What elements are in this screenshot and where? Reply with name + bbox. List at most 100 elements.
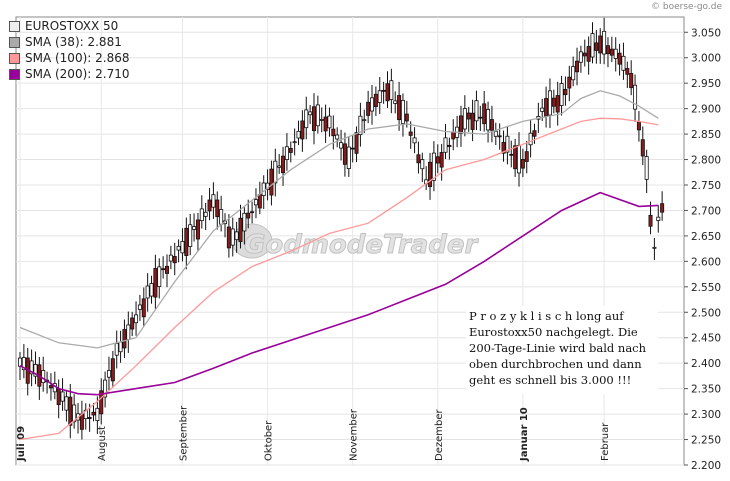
candle-body	[269, 168, 274, 196]
candle-body	[578, 51, 583, 63]
candle-body	[118, 341, 123, 353]
y-tick-label: 2.850	[691, 129, 721, 141]
line-sma-38	[19, 90, 659, 349]
candle-body	[281, 155, 286, 174]
candle-body	[381, 89, 386, 92]
candle-body	[288, 148, 293, 153]
candle-body	[366, 101, 371, 116]
candle-body	[211, 194, 216, 208]
candle-body	[253, 199, 258, 206]
candle-body	[215, 199, 220, 218]
candle-body	[195, 219, 200, 240]
candle-body	[358, 115, 363, 136]
candle-body	[134, 314, 139, 324]
y-tick-label: 2.600	[691, 256, 721, 268]
candle-body	[520, 159, 525, 169]
candle-body	[648, 214, 653, 227]
candle-body	[161, 268, 166, 271]
candle-body	[431, 152, 436, 181]
candle-body	[575, 60, 580, 73]
candle-body	[443, 137, 448, 153]
candle-body	[304, 109, 309, 129]
candle-body	[99, 390, 104, 415]
candle-body	[284, 146, 289, 161]
y-tick-label: 2.500	[691, 307, 721, 319]
y-axis: 3.050 3.000 2.950 2.900 2.850 2.800 2.750 2.700…	[684, 27, 721, 472]
candle-body	[404, 113, 409, 122]
candle-body	[408, 131, 413, 136]
candle-body	[416, 154, 421, 164]
legend-swatch	[9, 20, 20, 32]
candle-body	[331, 128, 336, 137]
legend-label: EUROSTOXX 50	[25, 19, 119, 33]
candle-body	[497, 135, 502, 138]
candle-body	[532, 130, 537, 137]
candle-body	[95, 407, 100, 421]
candle-body	[586, 46, 591, 62]
candle-body	[130, 317, 135, 330]
candle-body	[157, 266, 162, 287]
y-tick-label: 2.950	[691, 78, 721, 90]
candle-body	[141, 298, 146, 318]
candle-body	[21, 357, 26, 371]
candle-body	[613, 48, 618, 59]
candle-body	[652, 246, 657, 249]
candle-body	[370, 97, 375, 112]
candle-body	[555, 95, 560, 113]
legend-swatch	[9, 68, 20, 80]
candle-body	[137, 304, 142, 310]
legend-label: SMA (100): 2.868	[25, 51, 130, 65]
legend-item-sma38: SMA (38): 2.881	[9, 34, 129, 50]
candle-body	[273, 160, 278, 184]
candle-body	[609, 48, 614, 56]
candle-body	[505, 135, 510, 153]
candle-body	[524, 151, 529, 162]
x-axis: Juli 09 August September Oktober November Dez…	[16, 405, 611, 462]
x-axis-label: November	[349, 408, 360, 461]
y-tick-label: 2.300	[691, 409, 721, 421]
candle-body	[656, 216, 661, 221]
candle-body	[474, 100, 479, 122]
annotation-line: 200-Tage-Linie wird bald nach	[469, 341, 647, 355]
candle-body	[633, 84, 638, 110]
candle-body	[540, 107, 545, 112]
y-tick-label: 2.450	[691, 333, 721, 345]
candle-body	[246, 212, 251, 219]
candle-body	[91, 411, 96, 416]
candle-body	[397, 95, 402, 121]
candle-body	[482, 103, 487, 125]
candle-body	[164, 265, 169, 274]
candle-body	[149, 283, 154, 297]
candle-body	[547, 90, 552, 116]
candle-body	[373, 93, 378, 107]
candle-body	[342, 143, 347, 165]
candle-body	[226, 226, 231, 249]
credit: © boerse-go.de	[651, 2, 722, 12]
candle-body	[33, 364, 38, 377]
candle-body	[41, 370, 46, 384]
candle-body	[188, 224, 193, 247]
candle-body	[617, 52, 622, 65]
candle-body	[323, 116, 328, 132]
candle-body	[412, 137, 417, 144]
candle-body	[106, 370, 111, 378]
candle-body	[192, 226, 197, 230]
candle-body	[605, 45, 610, 55]
candle-body	[250, 211, 255, 214]
candle-body	[489, 119, 494, 131]
line-sma-100	[19, 117, 659, 441]
candle-body	[602, 30, 607, 55]
candle-body	[17, 357, 22, 367]
candle-body	[319, 119, 324, 121]
y-tick-label: 2.550	[691, 282, 721, 294]
candle-body	[180, 241, 185, 254]
candle-body	[400, 99, 405, 124]
candle-body	[377, 90, 382, 103]
candle-body	[145, 285, 150, 299]
candle-body	[199, 208, 204, 222]
candle-body	[594, 42, 599, 51]
candle-body	[435, 156, 440, 164]
candle-body	[393, 100, 398, 104]
legend: EUROSTOXX 50 SMA (38): 2.881 SMA (100): …	[9, 18, 129, 82]
